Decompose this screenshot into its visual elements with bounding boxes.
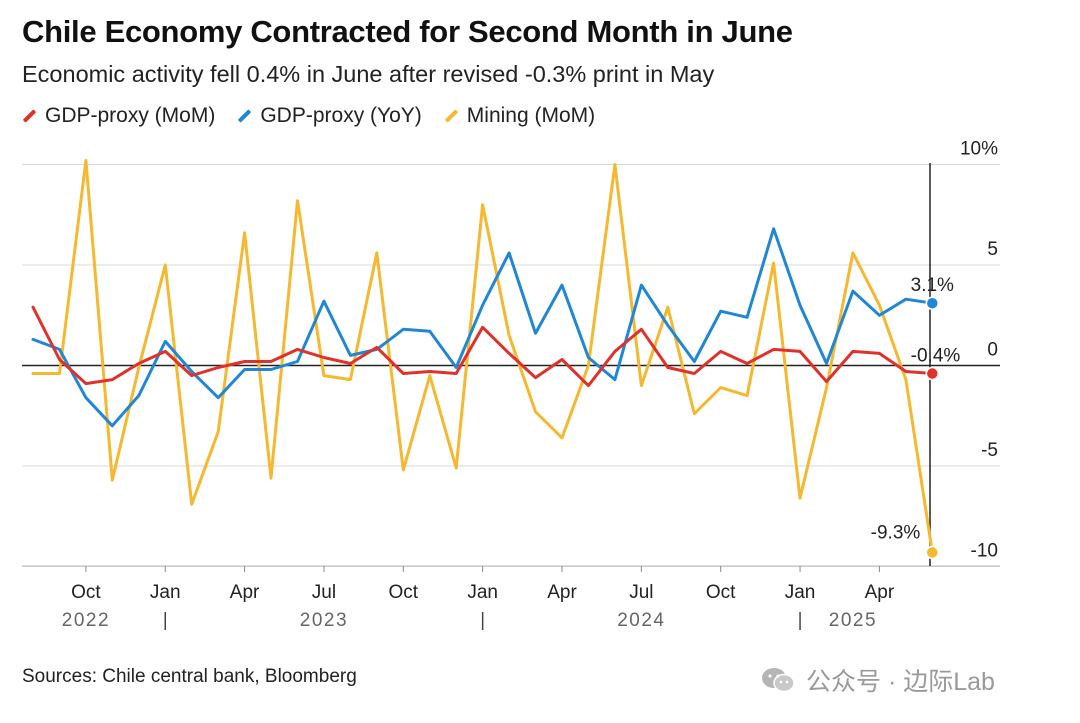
watermark-text: 公众号 · 边际Lab <box>806 668 995 696</box>
series-line-mining-mom <box>31 159 934 554</box>
legend-label-gdp-yoy: GDP-proxy (YoY) <box>260 104 422 127</box>
legend-label-gdp-mom: GDP-proxy (MoM) <box>45 104 216 127</box>
chart-legend: GDP-proxy (MoM) GDP-proxy (YoY) Mining (… <box>22 104 595 128</box>
x-tick-label: Oct <box>71 582 101 603</box>
year-label: 2024 <box>617 610 665 631</box>
end-point-marker <box>925 366 940 381</box>
legend-label-mining-mom: Mining (MoM) <box>466 104 596 127</box>
x-tick-label: Apr <box>865 582 895 603</box>
year-label: 2023 <box>300 610 348 631</box>
end-point-marker <box>925 296 940 310</box>
series-line-gdp-mom <box>31 305 934 388</box>
x-tick-label: Jan <box>785 582 816 603</box>
year-label: 2025 <box>829 610 877 631</box>
year-label: 2022 <box>62 610 110 631</box>
x-tick-label: Jan <box>467 582 498 603</box>
series-line-gdp-yoy <box>31 227 934 428</box>
y-tick-label: 5 <box>987 239 998 260</box>
x-tick-label: Oct <box>706 582 736 603</box>
data-label: -9.3% <box>871 522 921 543</box>
wechat-icon <box>762 668 795 693</box>
y-tick-label: -5 <box>981 440 998 461</box>
x-tick-label: Jul <box>312 582 336 603</box>
source-note: Sources: Chile central bank, Bloomberg <box>22 666 357 687</box>
data-label: 3.1% <box>911 275 954 296</box>
chart-subtitle: Economic activity fell 0.4% in June afte… <box>22 61 715 87</box>
line-chart: 10% 5 0 -5 -10 Oct Jan Apr Jul Oct Jan Apr Jul Oct Jan… <box>22 139 1000 631</box>
y-tick-label: -10 <box>971 541 998 562</box>
data-label: -0.4% <box>911 346 961 367</box>
legend-item-mining-mom: Mining (MoM) <box>444 104 595 128</box>
y-tick-label: 10% <box>960 139 998 160</box>
x-tick-label: Apr <box>547 582 577 603</box>
legend-item-gdp-yoy: GDP-proxy (YoY) <box>237 104 422 128</box>
chart-title: Chile Economy Contracted for Second Mont… <box>22 14 793 49</box>
y-tick-label: 0 <box>987 340 998 361</box>
end-point-marker <box>925 545 940 560</box>
x-tick-label: Apr <box>230 582 260 603</box>
x-tick-label: Jul <box>629 582 653 603</box>
legend-item-gdp-mom: GDP-proxy (MoM) <box>22 104 215 128</box>
x-tick-label: Oct <box>389 582 419 603</box>
watermark: 公众号 · 边际Lab <box>760 662 995 698</box>
x-tick-label: Jan <box>150 582 181 603</box>
